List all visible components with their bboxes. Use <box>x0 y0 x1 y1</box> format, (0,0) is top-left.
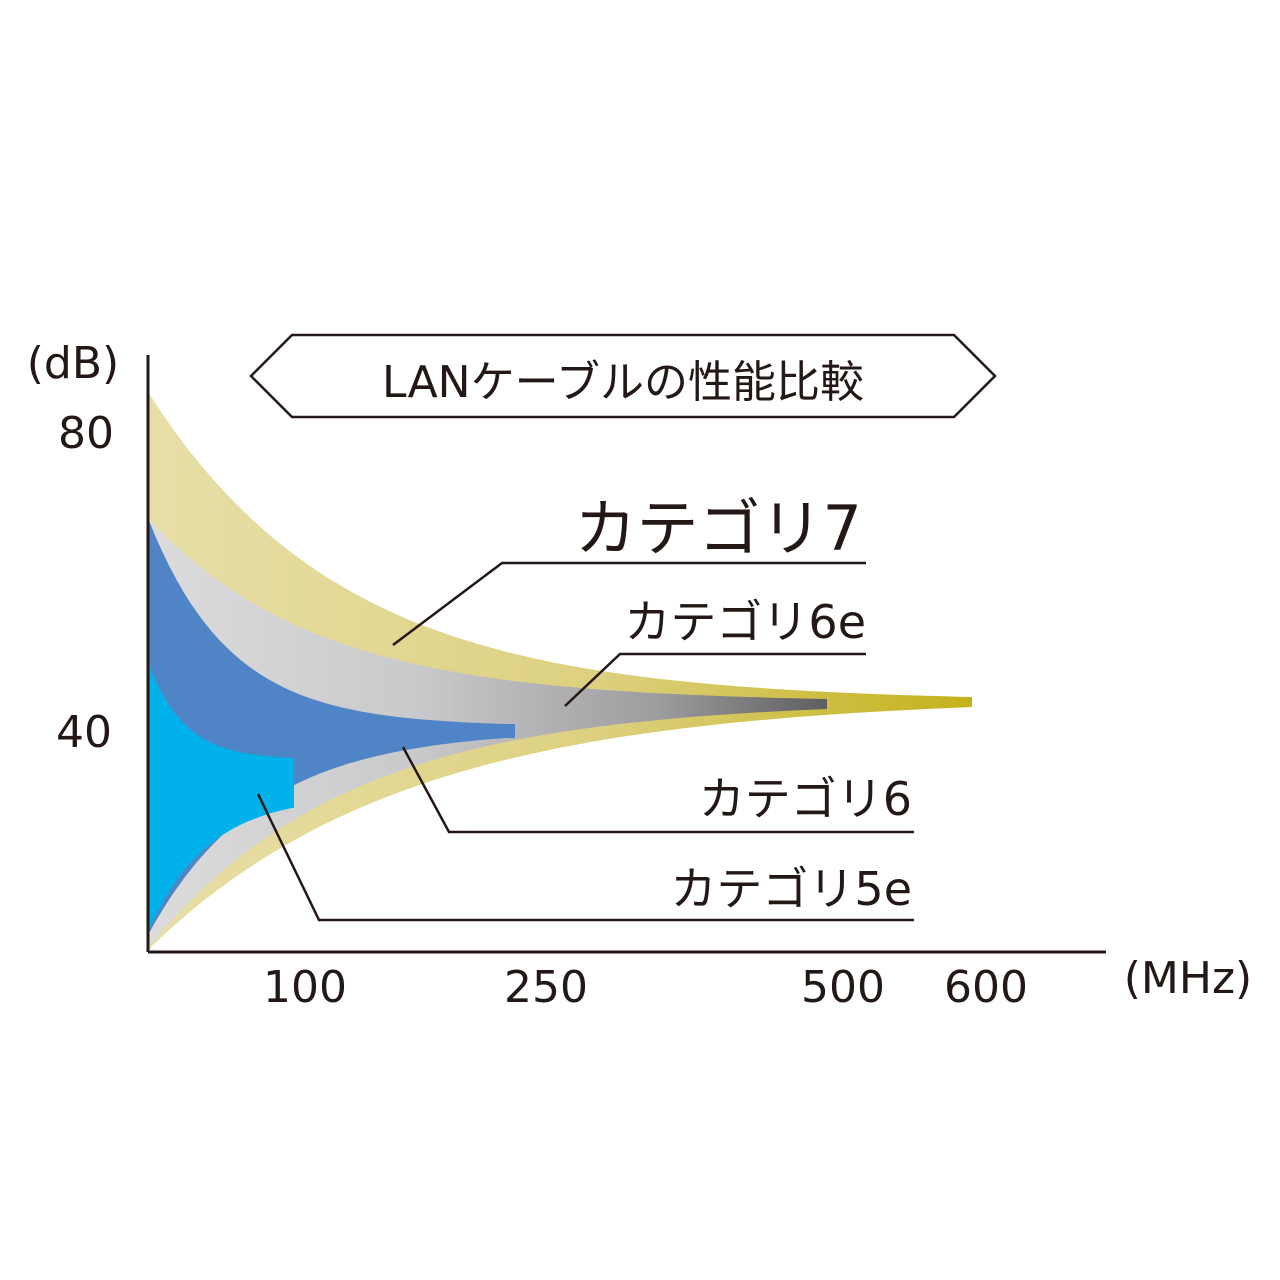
x-tick-label: 500 <box>801 962 885 1013</box>
leader-line <box>564 652 866 707</box>
y-tick-label: 40 <box>56 707 112 758</box>
legend-category-5e: カテゴリ5e <box>256 793 914 922</box>
chart-title-banner: LANケーブルの性能比較 <box>249 333 997 419</box>
chart-title: LANケーブルの性能比較 <box>382 357 864 408</box>
leader-line <box>256 793 914 922</box>
legend-category-7: カテゴリ7 <box>392 492 866 646</box>
leader-line <box>401 746 914 834</box>
y-tick-label: 80 <box>58 408 114 459</box>
x-tick-label: 600 <box>944 962 1028 1013</box>
series-label: カテゴリ6e <box>624 595 866 649</box>
area-category-6 <box>148 518 515 935</box>
x-tick-label: 250 <box>504 962 588 1013</box>
leader-line <box>392 561 866 646</box>
legend-category-6: カテゴリ6 <box>401 746 914 834</box>
series-label: カテゴリ7 <box>575 492 862 565</box>
area-category-5e <box>148 662 294 932</box>
area-category-7 <box>148 392 972 950</box>
y-axis-unit-label: (dB) <box>27 338 119 389</box>
x-axis-unit-label: (MHz) <box>1124 953 1252 1004</box>
title-banner-frame <box>249 333 997 419</box>
series-label: カテゴリ5e <box>670 862 912 916</box>
series-label: カテゴリ6 <box>699 772 912 826</box>
legend-category-6e: カテゴリ6e <box>564 595 866 707</box>
x-tick-label: 100 <box>263 962 347 1013</box>
